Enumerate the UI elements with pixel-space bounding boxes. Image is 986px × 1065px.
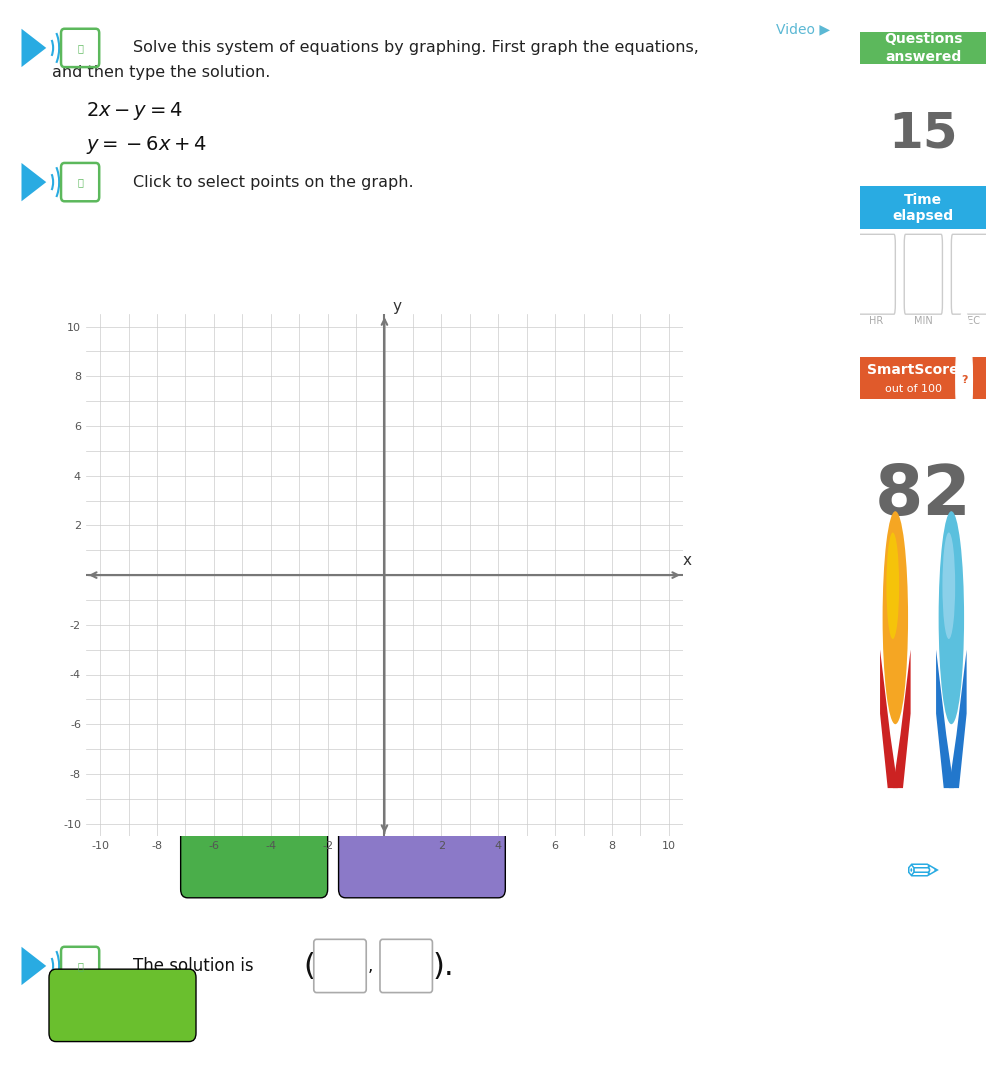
Text: x: x — [682, 553, 691, 568]
Text: あ: あ — [77, 43, 83, 53]
Polygon shape — [892, 650, 910, 788]
Circle shape — [942, 532, 954, 639]
Circle shape — [938, 511, 963, 724]
Text: あ: あ — [77, 177, 83, 187]
Text: Time
elapsed: Time elapsed — [892, 193, 952, 223]
Polygon shape — [948, 650, 965, 788]
Text: あ: あ — [77, 961, 83, 971]
Text: $2x - y = 4$: $2x - y = 4$ — [86, 100, 182, 121]
Text: ,: , — [368, 957, 373, 974]
Polygon shape — [22, 947, 46, 985]
FancyBboxPatch shape — [951, 234, 986, 314]
Text: MIN: MIN — [913, 316, 932, 326]
Bar — [859, 32, 986, 64]
Text: $2x - y = 4$: $2x - y = 4$ — [209, 849, 299, 869]
Polygon shape — [22, 29, 46, 67]
Polygon shape — [22, 163, 46, 201]
FancyBboxPatch shape — [180, 820, 327, 898]
Text: SEC: SEC — [960, 316, 979, 326]
Text: ?: ? — [959, 375, 966, 386]
Circle shape — [885, 532, 898, 639]
Text: Solve this system of equations by graphing. First graph the equations,: Solve this system of equations by graphi… — [133, 40, 698, 55]
Text: $).$: $).$ — [432, 950, 453, 982]
Text: $y = -6x + 4$: $y = -6x + 4$ — [86, 134, 207, 155]
Text: $($: $($ — [303, 950, 314, 982]
Text: ✏: ✏ — [906, 854, 939, 892]
FancyBboxPatch shape — [380, 939, 432, 993]
Text: $y = {}^{-}6x + 4$: $y = {}^{-}6x + 4$ — [371, 849, 472, 869]
Text: Questions
answered: Questions answered — [883, 32, 961, 64]
Bar — [859, 357, 986, 399]
Text: 82: 82 — [874, 462, 971, 528]
FancyBboxPatch shape — [856, 234, 894, 314]
Text: 36: 36 — [913, 266, 932, 282]
Text: 15: 15 — [887, 109, 957, 158]
FancyBboxPatch shape — [903, 234, 942, 314]
Text: and then type the solution.: and then type the solution. — [51, 65, 270, 80]
Circle shape — [954, 311, 971, 449]
Polygon shape — [880, 650, 897, 788]
Text: Submit: Submit — [87, 997, 159, 1014]
Text: out of 100: out of 100 — [883, 383, 941, 394]
FancyBboxPatch shape — [314, 939, 366, 993]
Bar — [859, 186, 986, 229]
FancyBboxPatch shape — [338, 820, 505, 898]
Text: 00: 00 — [866, 266, 885, 282]
Text: Video ▶: Video ▶ — [775, 22, 829, 36]
Circle shape — [881, 511, 907, 724]
Text: HR: HR — [869, 316, 882, 326]
Text: 09: 09 — [959, 266, 979, 282]
Text: The solution is: The solution is — [133, 957, 253, 974]
Text: Click to select points on the graph.: Click to select points on the graph. — [133, 175, 413, 190]
Text: y: y — [392, 299, 401, 314]
Text: SmartScore: SmartScore — [867, 363, 958, 377]
Polygon shape — [935, 650, 952, 788]
FancyBboxPatch shape — [49, 969, 196, 1042]
